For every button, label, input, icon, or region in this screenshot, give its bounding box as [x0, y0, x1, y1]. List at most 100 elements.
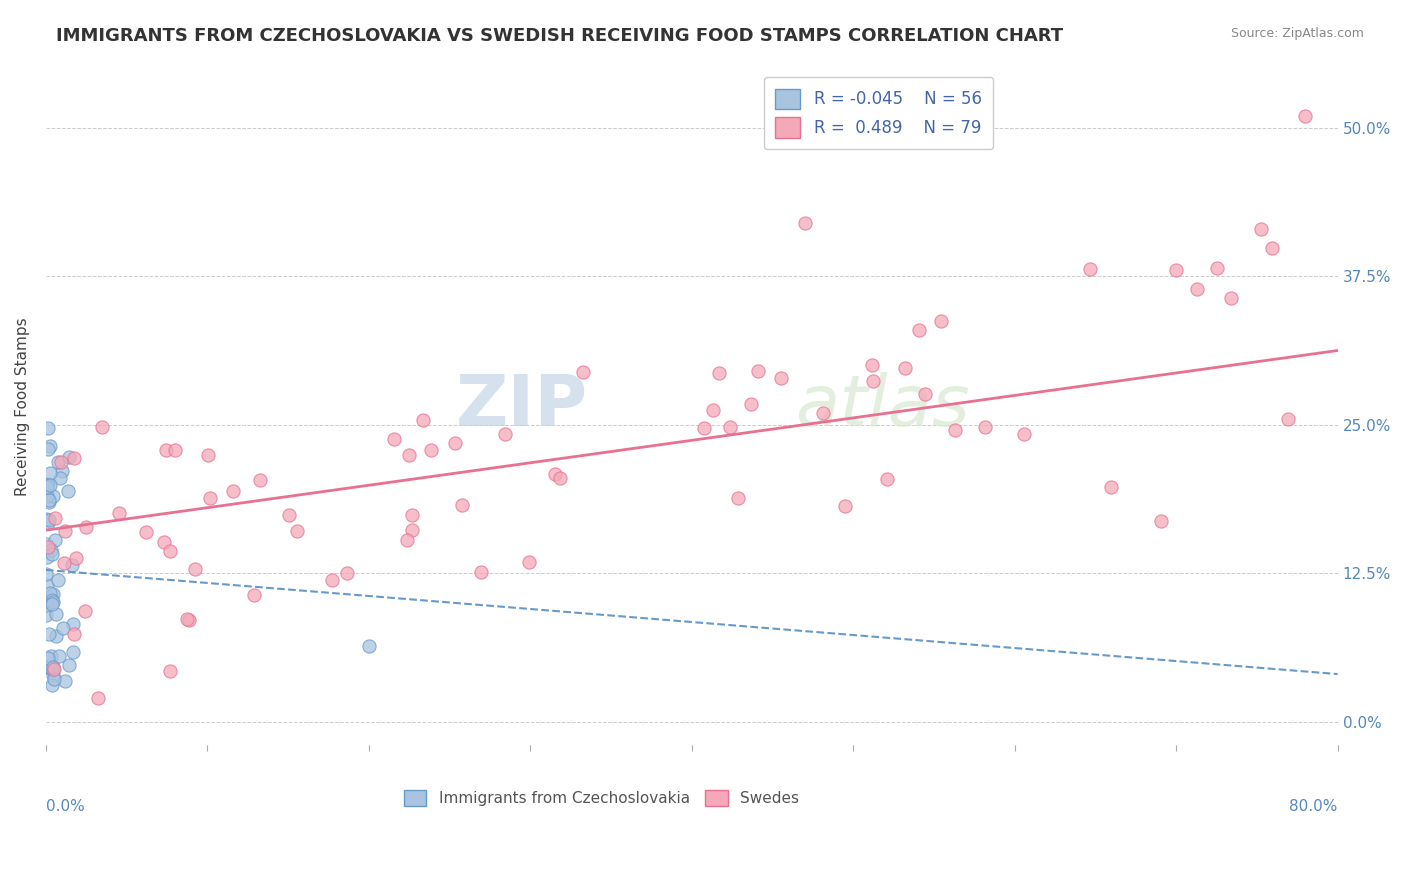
Point	[1099, 480, 1122, 494]
Point	[37, 442, 59, 456]
Point	[243, 588, 266, 602]
Legend: Immigrants from Czechoslovakia, Swedes: Immigrants from Czechoslovakia, Swedes	[398, 784, 806, 812]
Point	[401, 523, 423, 537]
Point	[53, 524, 76, 539]
Point	[1187, 282, 1209, 296]
Point	[862, 375, 884, 389]
Point	[37, 477, 59, 491]
Point	[1150, 514, 1173, 528]
Point	[395, 533, 418, 548]
Point	[42, 489, 65, 503]
Point	[37, 540, 59, 554]
Point	[135, 524, 157, 539]
Point	[517, 555, 540, 569]
Point	[53, 556, 76, 570]
Point	[75, 520, 97, 534]
Point	[335, 566, 357, 581]
Point	[494, 426, 516, 441]
Point	[37, 421, 59, 435]
Point	[974, 420, 997, 434]
Point	[46, 573, 69, 587]
Point	[35, 537, 58, 551]
Point	[727, 491, 749, 505]
Point	[163, 442, 186, 457]
Point	[1205, 261, 1227, 276]
Point	[58, 658, 80, 673]
Point	[42, 586, 65, 600]
Point	[52, 621, 75, 635]
Point	[1078, 261, 1101, 276]
Point	[184, 562, 207, 576]
Point	[41, 678, 63, 692]
Point	[108, 507, 131, 521]
Point	[943, 423, 966, 437]
Point	[470, 566, 492, 580]
Point	[41, 598, 63, 612]
Point	[44, 662, 66, 676]
Point	[419, 442, 441, 457]
Point	[1261, 241, 1284, 255]
Point	[44, 607, 66, 621]
Point	[321, 573, 343, 587]
Point	[51, 464, 73, 478]
Text: IMMIGRANTS FROM CZECHOSLOVAKIA VS SWEDISH RECEIVING FOOD STAMPS CORRELATION CHAR: IMMIGRANTS FROM CZECHOSLOVAKIA VS SWEDIS…	[56, 27, 1063, 45]
Point	[793, 216, 815, 230]
Point	[35, 608, 58, 623]
Point	[159, 664, 181, 678]
Point	[37, 477, 59, 491]
Point	[155, 443, 177, 458]
Point	[548, 470, 571, 484]
Point	[451, 498, 474, 512]
Point	[37, 577, 59, 591]
Point	[35, 480, 58, 494]
Point	[179, 613, 201, 627]
Point	[42, 663, 65, 677]
Point	[35, 550, 58, 565]
Point	[740, 397, 762, 411]
Point	[176, 612, 198, 626]
Text: atlas: atlas	[796, 373, 970, 442]
Point	[249, 473, 271, 487]
Point	[53, 674, 76, 689]
Point	[41, 593, 63, 607]
Point	[63, 451, 86, 466]
Point	[49, 471, 72, 485]
Point	[45, 629, 67, 643]
Point	[42, 659, 65, 673]
Point	[37, 659, 59, 673]
Point	[37, 489, 59, 503]
Point	[62, 627, 84, 641]
Point	[893, 361, 915, 376]
Point	[908, 323, 931, 337]
Point	[398, 448, 420, 462]
Text: Source: ZipAtlas.com: Source: ZipAtlas.com	[1230, 27, 1364, 40]
Point	[35, 512, 58, 526]
Point	[770, 371, 793, 385]
Point	[41, 547, 63, 561]
Point	[39, 478, 62, 492]
Point	[48, 649, 70, 664]
Point	[544, 467, 567, 482]
Point	[44, 672, 66, 686]
Text: ZIP: ZIP	[456, 373, 589, 442]
Point	[692, 421, 714, 435]
Point	[811, 406, 834, 420]
Point	[35, 598, 58, 612]
Point	[197, 448, 219, 462]
Point	[1277, 412, 1299, 426]
Point	[571, 365, 593, 379]
Point	[42, 668, 65, 682]
Point	[444, 436, 467, 450]
Point	[1294, 109, 1316, 123]
Text: 80.0%: 80.0%	[1289, 798, 1337, 814]
Point	[38, 494, 60, 508]
Point	[91, 419, 114, 434]
Point	[1219, 291, 1241, 305]
Y-axis label: Receiving Food Stamps: Receiving Food Stamps	[15, 318, 30, 496]
Point	[38, 627, 60, 641]
Point	[277, 508, 299, 522]
Point	[62, 645, 84, 659]
Point	[929, 314, 952, 328]
Point	[159, 544, 181, 558]
Point	[38, 585, 60, 599]
